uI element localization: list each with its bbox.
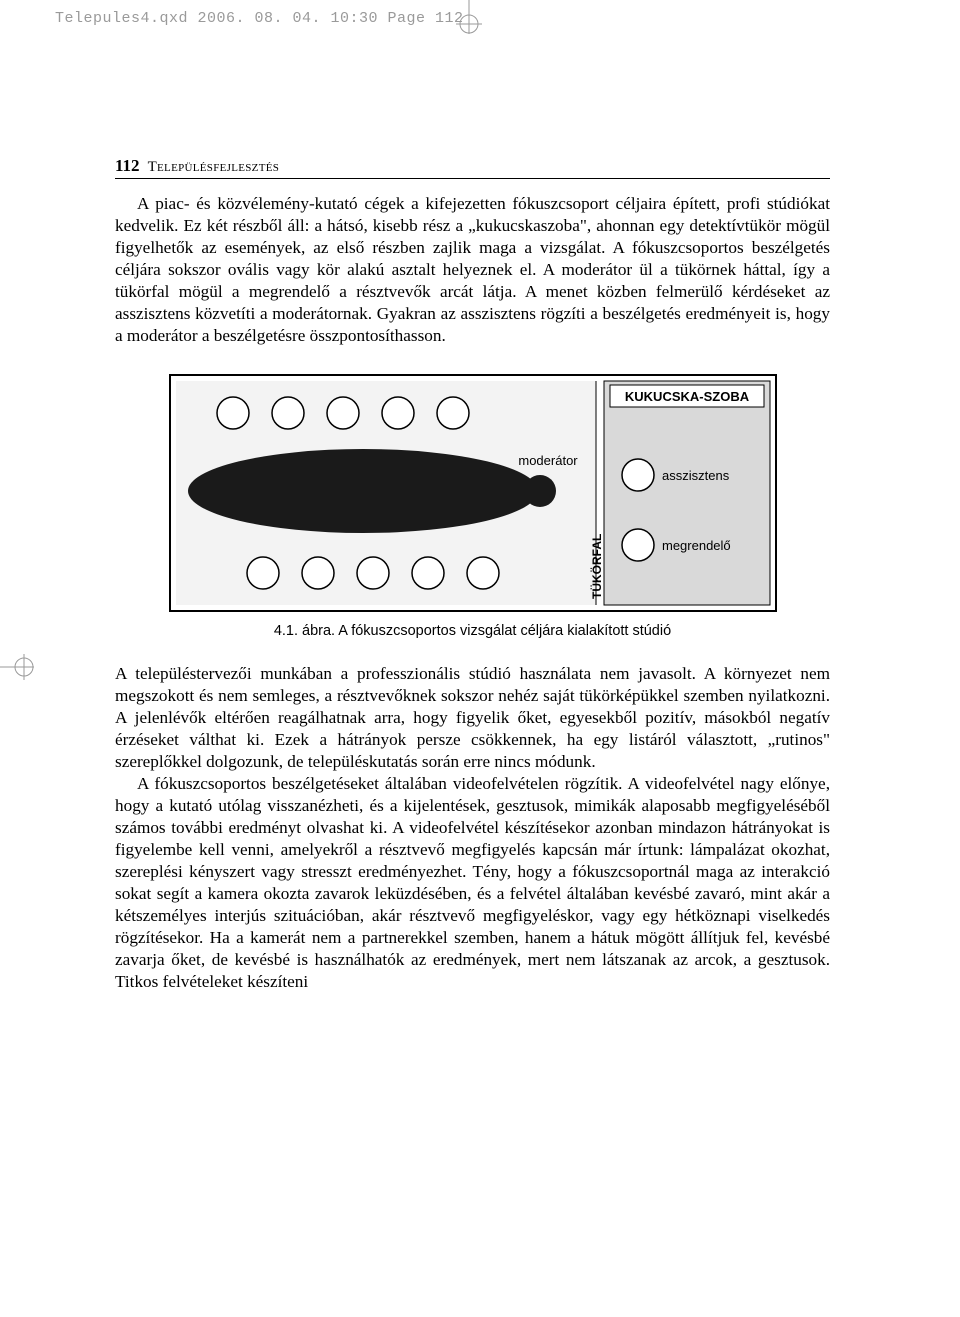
svg-text:moderátor: moderátor — [518, 453, 578, 468]
crop-mark-icon — [0, 646, 42, 688]
paragraph: A településtervezői munkában a professzi… — [115, 663, 830, 773]
crop-mark-icon — [448, 0, 490, 42]
page: Telepules4.qxd 2006. 08. 04. 10:30 Page … — [0, 0, 960, 1317]
content-column: 112 Településfejlesztés A piac- és közvé… — [115, 156, 830, 993]
svg-text:asszisztens: asszisztens — [662, 468, 730, 483]
paragraph: A fókuszcsoportos beszélgetéseket általá… — [115, 773, 830, 993]
svg-text:megrendelő: megrendelő — [662, 538, 731, 553]
svg-text:TÜKÖRFAL: TÜKÖRFAL — [589, 534, 604, 599]
crop-header: Telepules4.qxd 2006. 08. 04. 10:30 Page … — [55, 10, 464, 27]
paragraph: A piac- és közvélemény-kutató cégek a ki… — [115, 193, 830, 347]
svg-text:KUKUCSKA-SZOBA: KUKUCSKA-SZOBA — [624, 389, 749, 404]
studio-diagram: KUKUCSKA-SZOBA moderátor asszisztens megren… — [168, 373, 778, 613]
running-head: 112 Településfejlesztés — [115, 156, 830, 179]
figure: KUKUCSKA-SZOBA moderátor asszisztens megren… — [168, 373, 778, 613]
figure-caption: 4.1. ábra. A fókuszcsoportos vizsgálat c… — [115, 623, 830, 639]
section-title: Településfejlesztés — [148, 159, 280, 175]
page-number: 112 — [115, 156, 140, 175]
